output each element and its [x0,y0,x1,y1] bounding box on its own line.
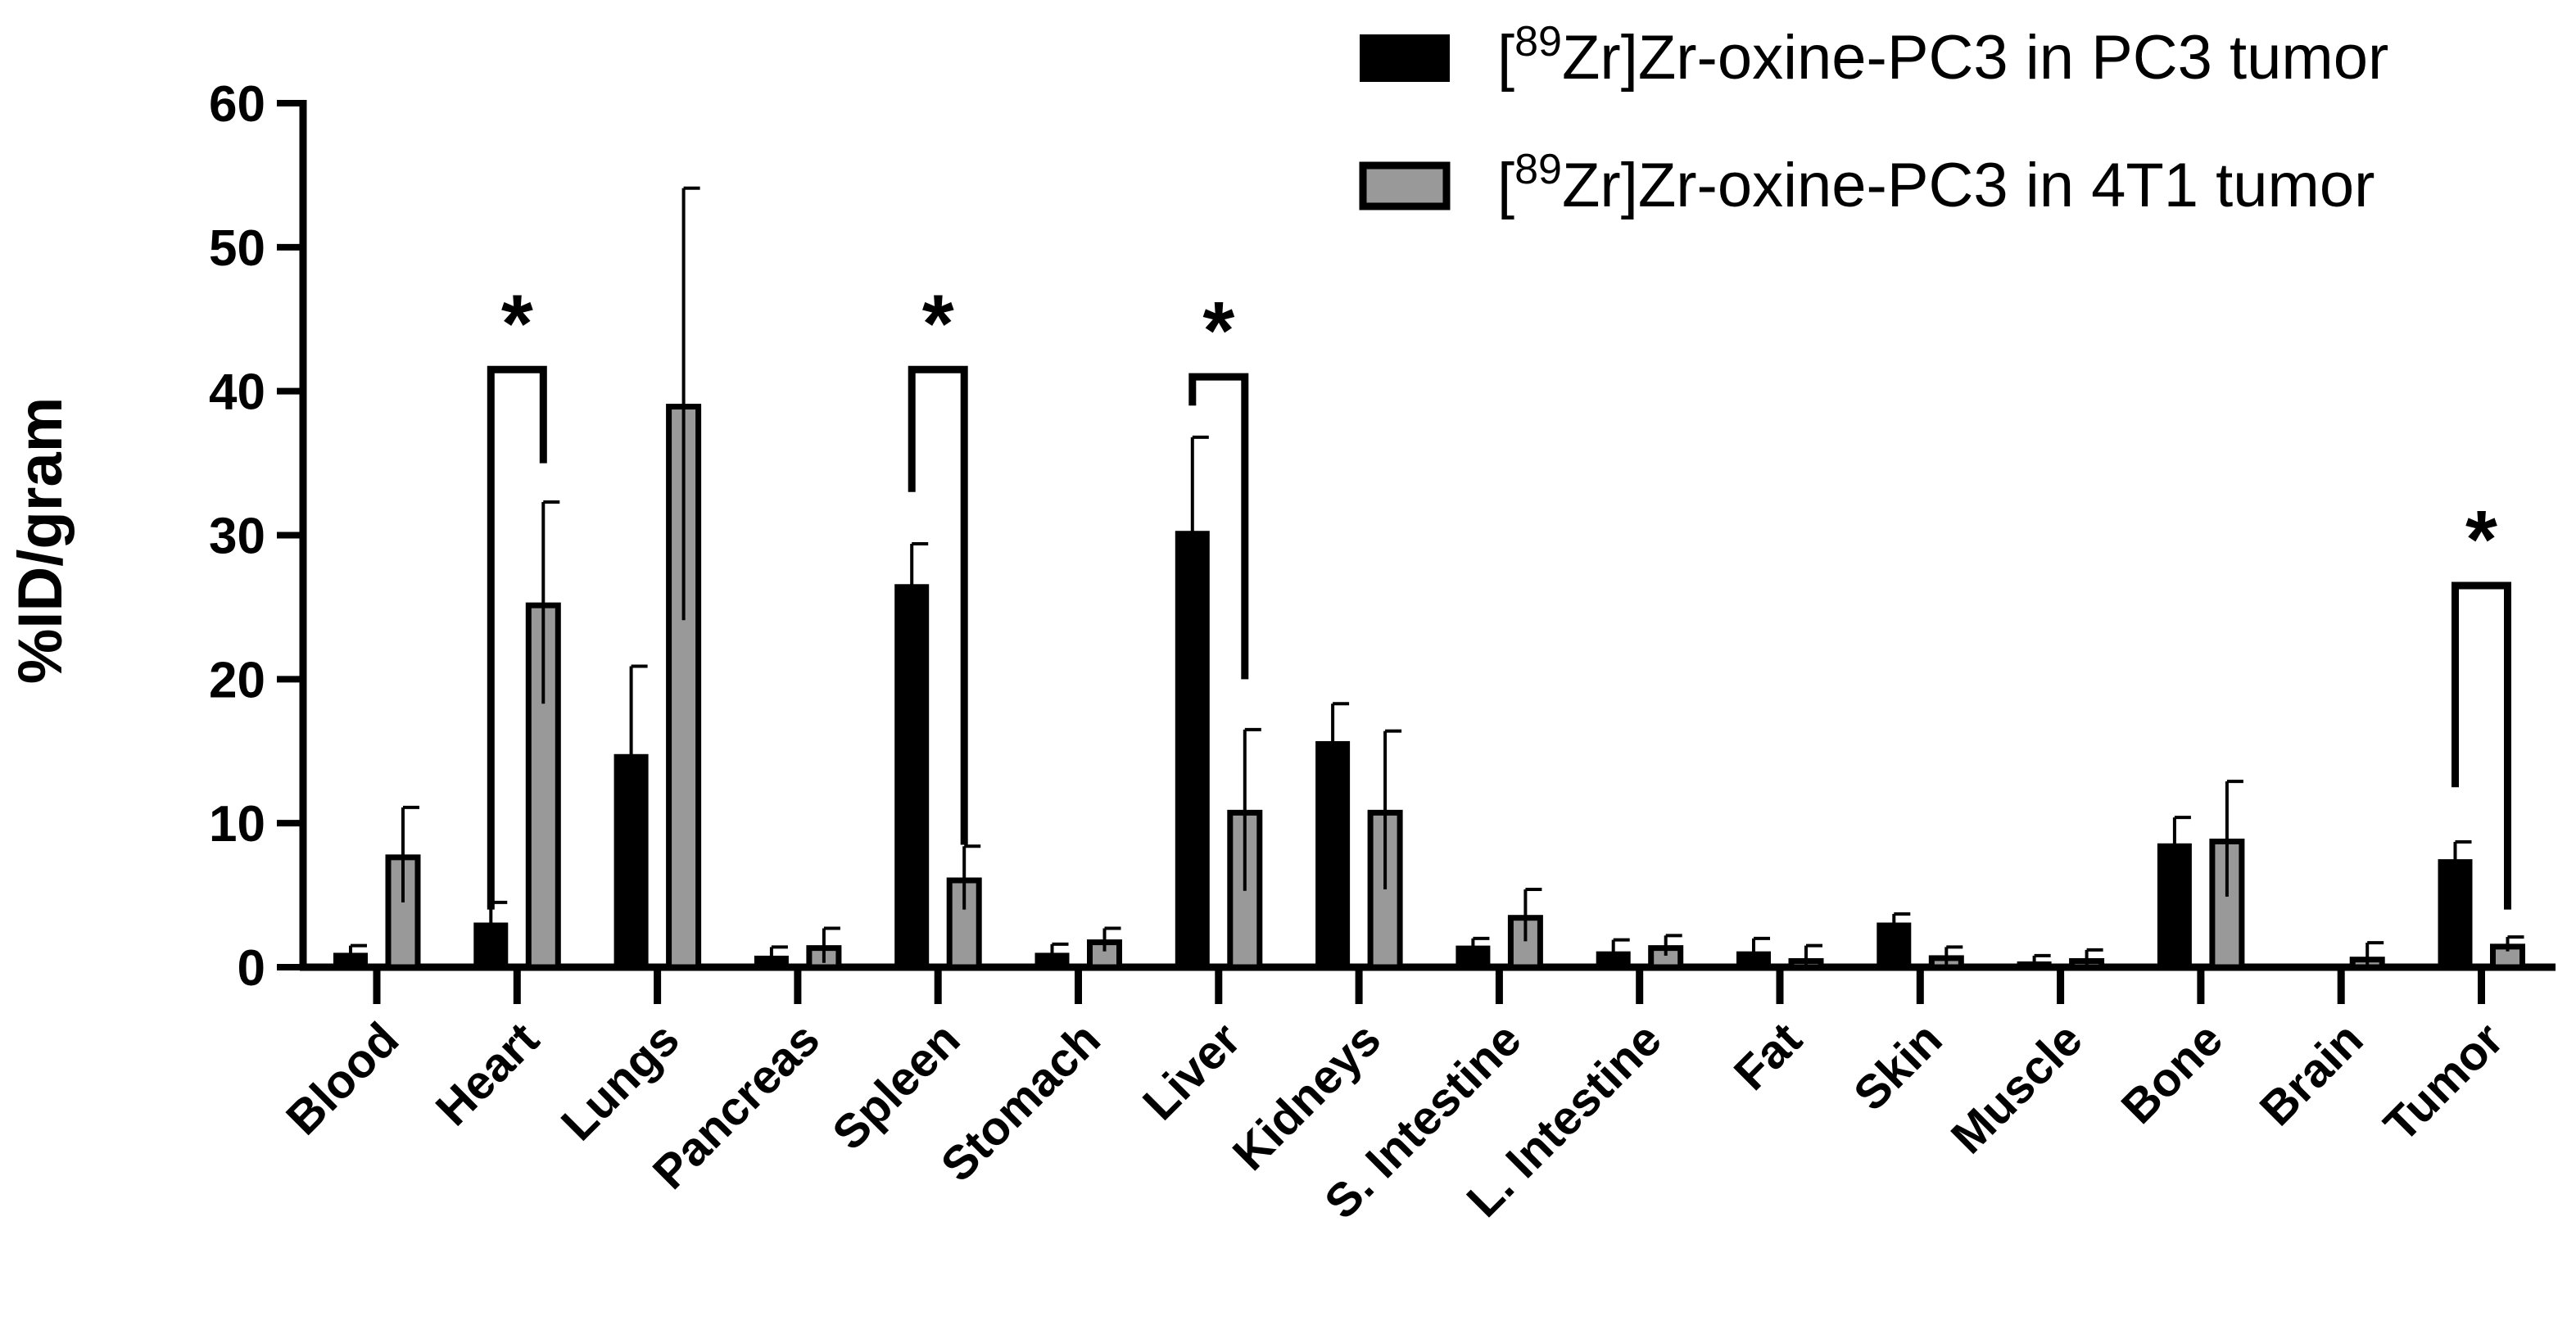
x-tick-label: Muscle [1941,1012,2093,1164]
significance-markers: * * * * [487,278,2511,910]
significance-star: * [922,278,954,369]
y-tick-label: 60 [209,76,265,133]
x-tick-label: Liver [1133,1012,1251,1130]
x-tick-label: Tumor [2374,1012,2514,1152]
significance-bracket [487,365,547,910]
y-axis-label: %ID/gram [6,397,75,685]
significance-bracket [2452,581,2511,910]
legend-swatch-pc3 [1360,34,1450,82]
legend-swatch-4t1 [1359,161,1451,210]
y-tick-label: 0 [238,940,265,997]
bars [333,186,2525,970]
legend-label: [89Zr]Zr-oxine-PC3 in PC3 tumor [1497,18,2388,93]
bar-4t1 [2490,943,2525,970]
significance-star: * [2465,494,2497,586]
x-tick-label: Fat [1724,1012,1812,1100]
significance-bracket [1188,373,1249,680]
bar-pc3 [1315,740,1351,967]
legend-label: [89Zr]Zr-oxine-PC3 in 4T1 tumor [1497,146,2375,220]
x-tick-label: Heart [426,1012,550,1136]
bar-pc3 [894,584,930,967]
y-tick-label: 10 [209,796,265,853]
significance-star: * [1202,285,1234,377]
significance-bracket [908,365,968,845]
significance-star: * [501,278,533,369]
y-tick-label: 30 [209,509,265,565]
x-tick-label: Skin [1844,1012,1953,1121]
x-tick-label: Lungs [551,1012,690,1151]
bar-pc3 [2438,859,2473,967]
x-tick-label: Blood [276,1012,409,1145]
bar-4t1 [1507,915,1543,970]
legend: [89Zr]Zr-oxine-PC3 in PC3 tumor [89Zr]Zr-… [1359,18,2388,220]
y-tick-label: 20 [209,652,265,708]
x-tick-label: Bone [2112,1012,2233,1133]
y-tick-label: 40 [209,364,265,421]
x-tick-label: Brain [2250,1012,2374,1136]
y-tick-label: 50 [209,220,265,277]
